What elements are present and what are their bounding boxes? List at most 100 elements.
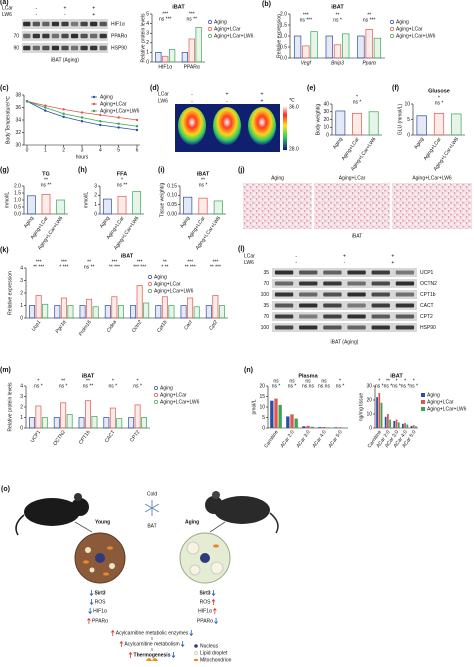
- y-tick-label: 10: [404, 101, 410, 107]
- blot-strip: [272, 301, 417, 310]
- blot-row-label: CACT: [420, 303, 434, 309]
- blot-band: [347, 303, 366, 308]
- young-marker: ROS: [95, 599, 107, 605]
- bar: [365, 29, 373, 59]
- significance: ns: [305, 378, 311, 384]
- blot-row-label: UCP1: [420, 270, 434, 276]
- legend-label: Aging+LCar: [154, 281, 181, 287]
- x-tick-label: HIF1α: [158, 64, 172, 70]
- y-tick-label: 0.05: [167, 202, 177, 208]
- significance: ns **: [117, 182, 128, 188]
- bar: [132, 191, 142, 215]
- treatment-label: LCar: [244, 253, 255, 259]
- cold-label: Cold: [147, 491, 158, 497]
- x-tick-label: Aging: [179, 215, 191, 229]
- significance: ns **: [186, 16, 197, 22]
- young-mouse: [15, 493, 89, 536]
- significance: ns *: [375, 383, 384, 389]
- scale-max: 36.0: [289, 104, 299, 110]
- bar: [162, 55, 169, 63]
- blot-band: [90, 45, 98, 51]
- y-axis-label: Tissue weight/g: [159, 183, 165, 218]
- significance: ** ***: [33, 264, 44, 270]
- bar: [306, 425, 310, 428]
- point: [99, 120, 102, 123]
- point: [80, 111, 84, 114]
- legend-swatch: [208, 20, 212, 24]
- blot-band: [42, 21, 50, 27]
- legend-swatch: [421, 400, 425, 404]
- legend-swatch: [148, 275, 152, 279]
- y-tick-label: 10: [366, 411, 372, 417]
- significance: ns *: [199, 182, 208, 188]
- x-tick-label: ACar 2:0: [279, 429, 295, 449]
- histology-caption: iBAT: [352, 233, 362, 239]
- legend-swatch: [154, 386, 158, 390]
- treatment-sign: +: [343, 253, 346, 259]
- y-axis-label: mmol/L: [4, 192, 10, 209]
- point: [117, 116, 120, 119]
- blot-row-label: HSP90: [420, 325, 436, 331]
- scale-min: 28.0: [289, 146, 299, 152]
- mouse-heat: [248, 107, 276, 145]
- y-tick-label: 1.0: [14, 197, 21, 203]
- point: [62, 112, 65, 115]
- blot-row-label: HIF1α: [111, 21, 125, 27]
- legend-label: Aging+LCar: [427, 399, 454, 405]
- blot-mw: 70: [13, 33, 19, 39]
- treatment-sign: -: [35, 12, 37, 18]
- bar: [274, 398, 278, 428]
- bar: [92, 306, 99, 319]
- x-tick-label: Octn2: [131, 319, 144, 334]
- blot-band: [299, 325, 318, 330]
- y-tick-label: 4: [20, 383, 23, 389]
- bar: [401, 423, 404, 428]
- blot-band: [395, 303, 415, 308]
- x-tick-label: Aging: [332, 136, 344, 150]
- blot-band: [299, 270, 318, 275]
- bar: [334, 427, 338, 428]
- blot-band: [395, 270, 415, 275]
- point: [117, 122, 120, 125]
- point: [135, 125, 139, 128]
- significance: **: [61, 378, 65, 384]
- point: [44, 109, 47, 112]
- y-tick-label: 0.10: [167, 193, 177, 199]
- legend-label: Aging+LCar: [396, 26, 423, 32]
- treatment-sign: +: [92, 12, 95, 18]
- bar: [141, 417, 147, 429]
- significance: ns *: [353, 99, 362, 105]
- chart-title: iBAT: [172, 4, 185, 10]
- blot-band: [32, 21, 40, 27]
- x-tick-label: ACar 3:0: [295, 429, 311, 449]
- x-tick-label: Cpt2: [208, 319, 219, 331]
- connector: [74, 521, 226, 533]
- arrow: [171, 652, 176, 659]
- significance: ***: [162, 11, 168, 17]
- bar: [180, 305, 187, 319]
- mouse-heat: [213, 107, 241, 145]
- legend-label: Aging+LCar+LW6: [396, 33, 436, 39]
- x-tick-label: ACar 4:0: [311, 429, 327, 449]
- arrow: [180, 641, 185, 648]
- blot-band: [90, 21, 98, 27]
- x-tick-label: 5: [117, 147, 120, 153]
- legend-swatch: [148, 289, 152, 293]
- treatment-label: LW6: [244, 260, 254, 266]
- legend-swatch: [193, 651, 198, 656]
- bar: [205, 305, 212, 319]
- blot-caption: iBAT (Aging): [51, 57, 79, 63]
- x-tick-label: CACT: [104, 429, 117, 444]
- significance: *: [396, 378, 398, 384]
- chart-title: iBAT: [331, 4, 344, 10]
- panel-label: (c): [0, 85, 9, 92]
- treatment-sign: -: [191, 91, 193, 97]
- point: [135, 118, 139, 122]
- blot-band: [99, 33, 107, 39]
- bar: [195, 27, 202, 63]
- significance: ns **: [83, 383, 94, 389]
- y-tick-label: 0: [262, 425, 265, 431]
- bar: [103, 417, 110, 429]
- y-axis-label: GLU (mmol/L): [397, 103, 403, 135]
- blot-band: [395, 314, 415, 319]
